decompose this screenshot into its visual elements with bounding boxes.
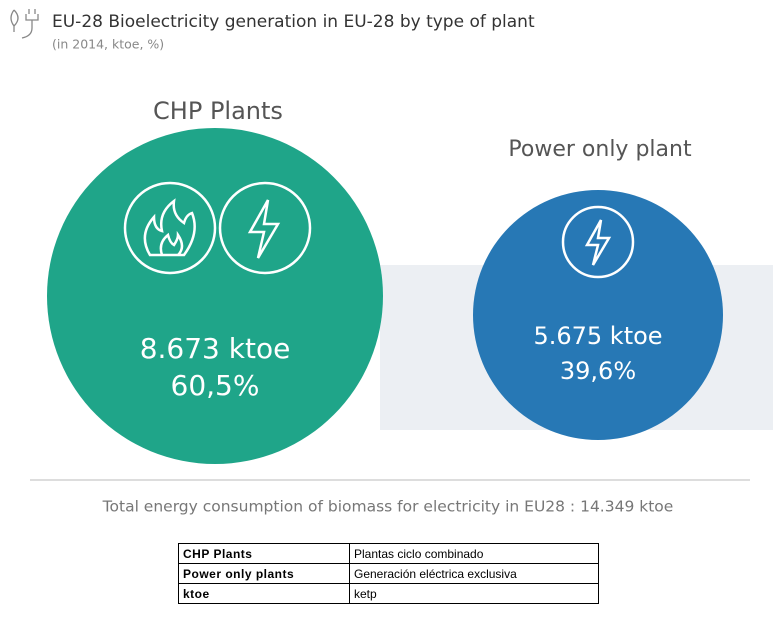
power-icon [561,205,635,279]
chp-circle [47,128,383,464]
term: CHP Plants [178,543,350,564]
header-icon [10,9,39,39]
title: EU-28 Bioelectricity generation in EU-28… [52,12,535,32]
glossary-table: CHP Plants Plantas ciclo combinado Power … [178,543,599,604]
term: ktoe [178,583,350,604]
plant-value: 8.673 ktoe [140,332,291,365]
table-row: ktoe ketp [178,583,599,604]
table-row: CHP Plants Plantas ciclo combinado [178,543,599,564]
term: Power only plants [178,563,350,584]
plant-share: 39,6% [560,357,636,385]
translation: ketp [349,583,599,604]
plant-name: CHP Plants [153,97,283,125]
translation: Plantas ciclo combinado [349,543,599,564]
power-circle [473,190,723,440]
plant-value: 5.675 ktoe [533,322,662,350]
table-row: Power only plants Generación eléctrica ex… [178,563,599,584]
total: Total energy consumption of biomass for … [102,498,674,516]
subtitle: (in 2014, ktoe, %) [52,37,164,52]
translation: Generación eléctrica exclusiva [349,563,599,584]
chp-icons [123,181,312,275]
plant-share: 60,5% [171,369,260,402]
plant-name: Power only plant [508,137,692,162]
